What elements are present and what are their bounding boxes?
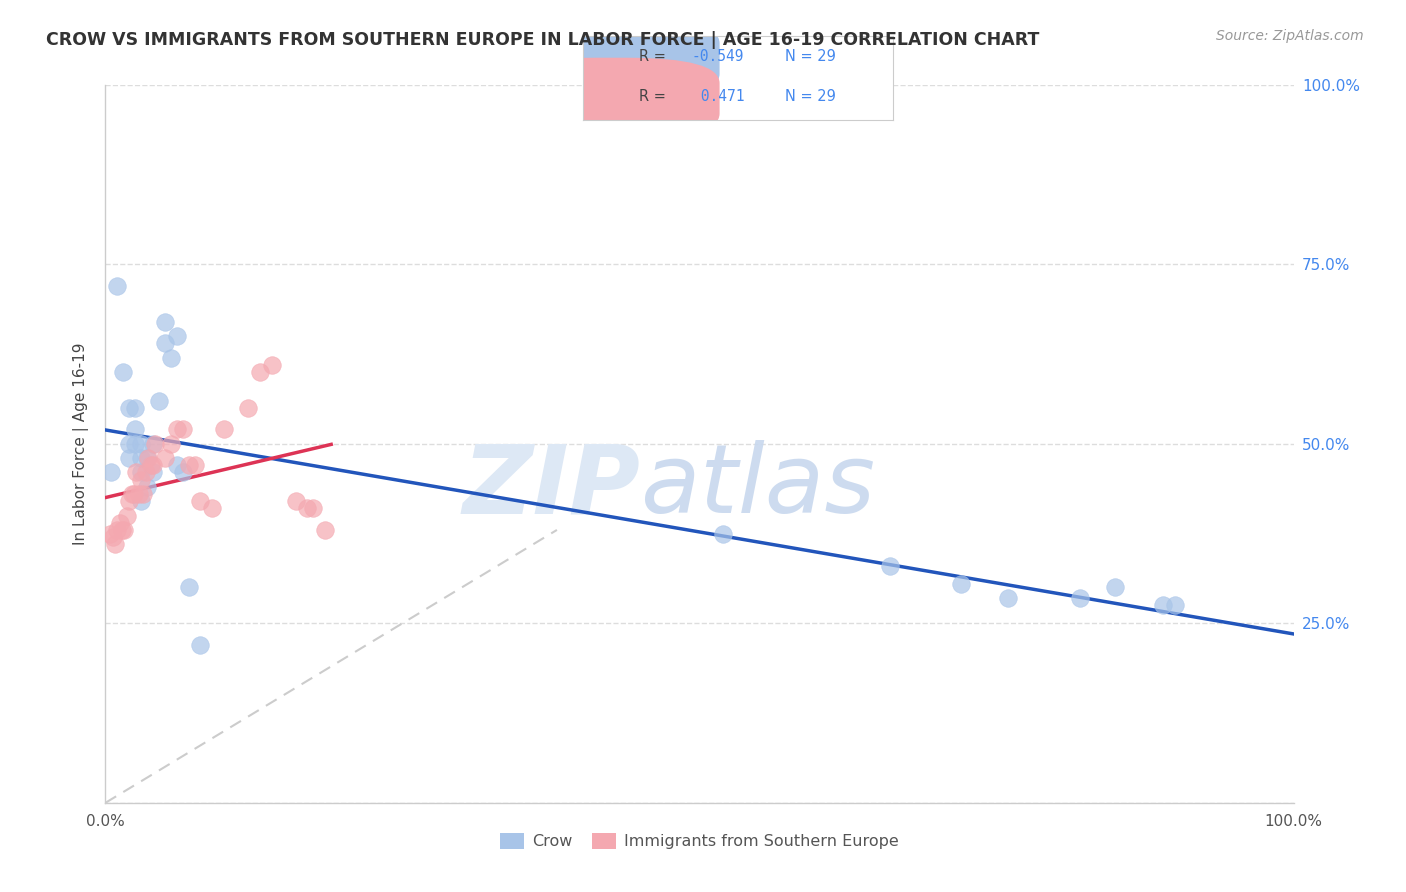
Point bbox=[166, 329, 188, 343]
Point bbox=[159, 436, 181, 450]
Point bbox=[297, 501, 319, 516]
Point bbox=[118, 451, 141, 466]
Point bbox=[166, 422, 188, 436]
Point bbox=[1164, 599, 1187, 613]
Text: Source: ZipAtlas.com: Source: ZipAtlas.com bbox=[1216, 29, 1364, 43]
Point bbox=[115, 508, 138, 523]
Point bbox=[124, 436, 146, 450]
Point bbox=[105, 278, 128, 293]
Point bbox=[129, 436, 152, 450]
Point bbox=[121, 487, 143, 501]
Point bbox=[249, 365, 271, 379]
Legend: Crow, Immigrants from Southern Europe: Crow, Immigrants from Southern Europe bbox=[494, 827, 905, 855]
FancyBboxPatch shape bbox=[503, 18, 720, 99]
Point bbox=[1069, 591, 1091, 606]
Point bbox=[125, 466, 148, 480]
Point bbox=[153, 336, 176, 351]
Point bbox=[148, 393, 170, 408]
Point bbox=[111, 523, 134, 537]
Point bbox=[114, 523, 136, 537]
Point bbox=[201, 501, 224, 516]
Point bbox=[135, 466, 157, 480]
Text: atlas: atlas bbox=[640, 441, 875, 533]
Point bbox=[172, 466, 194, 480]
Point bbox=[124, 401, 146, 415]
Text: ZIP: ZIP bbox=[463, 441, 640, 533]
Point bbox=[136, 451, 159, 466]
Point bbox=[129, 494, 152, 508]
Point bbox=[136, 451, 159, 466]
Point bbox=[153, 315, 176, 329]
Point bbox=[122, 487, 145, 501]
FancyBboxPatch shape bbox=[503, 58, 720, 139]
Point bbox=[260, 358, 283, 372]
Point bbox=[153, 451, 176, 466]
Point bbox=[128, 487, 150, 501]
Point bbox=[177, 458, 200, 473]
Point bbox=[129, 473, 152, 487]
Point bbox=[118, 494, 141, 508]
Point bbox=[132, 487, 155, 501]
Point bbox=[190, 494, 212, 508]
Point bbox=[100, 466, 122, 480]
Point bbox=[143, 436, 166, 450]
Point bbox=[177, 581, 200, 595]
Point bbox=[129, 451, 152, 466]
Point bbox=[1104, 581, 1126, 595]
Point bbox=[172, 422, 194, 436]
Point bbox=[101, 530, 124, 544]
Point bbox=[997, 591, 1019, 606]
Point bbox=[190, 638, 212, 652]
Point bbox=[105, 523, 128, 537]
Text: -0.549: -0.549 bbox=[692, 49, 744, 64]
Point bbox=[284, 494, 307, 508]
Text: R =: R = bbox=[640, 49, 671, 64]
Text: 0.471: 0.471 bbox=[692, 89, 744, 104]
Point bbox=[159, 351, 181, 365]
Point bbox=[879, 558, 901, 573]
Point bbox=[104, 537, 127, 551]
Text: N = 29: N = 29 bbox=[785, 89, 835, 104]
Point bbox=[139, 458, 162, 473]
Point bbox=[98, 526, 121, 541]
Point bbox=[314, 523, 336, 537]
Point bbox=[108, 516, 131, 530]
Point bbox=[142, 466, 165, 480]
Point bbox=[118, 401, 141, 415]
Point bbox=[118, 436, 141, 450]
Point bbox=[711, 526, 734, 541]
Text: CROW VS IMMIGRANTS FROM SOUTHERN EUROPE IN LABOR FORCE | AGE 16-19 CORRELATION C: CROW VS IMMIGRANTS FROM SOUTHERN EUROPE … bbox=[46, 31, 1040, 49]
Point bbox=[302, 501, 325, 516]
Point bbox=[112, 365, 135, 379]
Point bbox=[136, 480, 159, 494]
Point bbox=[183, 458, 205, 473]
Point bbox=[142, 436, 165, 450]
Point bbox=[214, 422, 236, 436]
Point bbox=[949, 576, 972, 591]
Text: N = 29: N = 29 bbox=[785, 49, 835, 64]
Point bbox=[129, 466, 152, 480]
Text: R =: R = bbox=[640, 89, 671, 104]
Y-axis label: In Labor Force | Age 16-19: In Labor Force | Age 16-19 bbox=[73, 343, 90, 545]
Point bbox=[124, 422, 146, 436]
Point bbox=[1152, 599, 1174, 613]
Point bbox=[142, 458, 165, 473]
Point bbox=[166, 458, 188, 473]
Point bbox=[236, 401, 259, 415]
